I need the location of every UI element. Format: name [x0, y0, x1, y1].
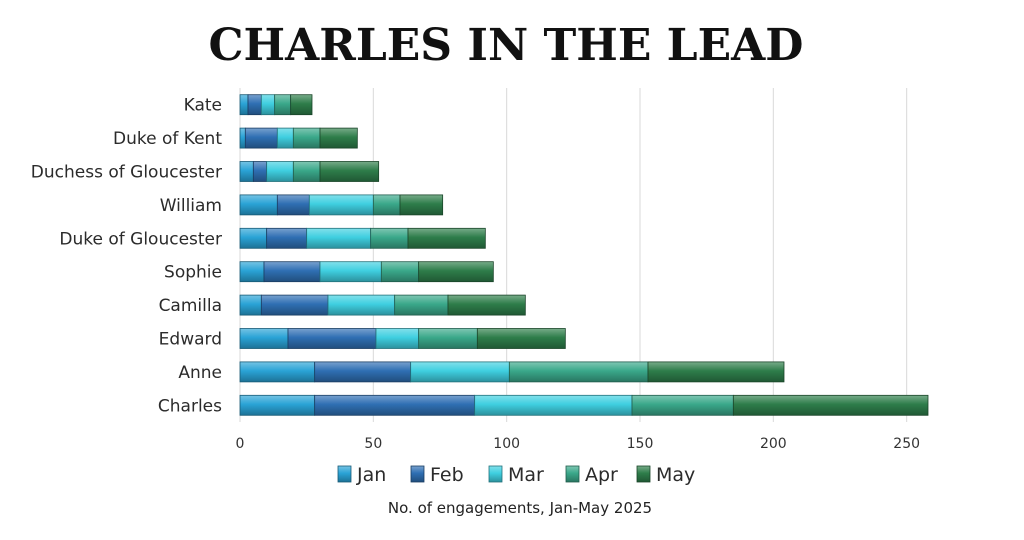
bar-segment — [418, 261, 494, 283]
bar-segment — [370, 227, 409, 249]
y-category-label: William — [160, 196, 222, 216]
bar-segment — [647, 361, 785, 383]
bar-segment — [319, 161, 380, 182]
bar-segment — [239, 261, 265, 283]
legend: Jan Feb Mar Apr May — [337, 464, 695, 486]
bar-segment — [314, 361, 412, 383]
bar-segment — [239, 94, 249, 116]
x-tick-label: 150 — [627, 436, 654, 452]
bar-segment — [375, 328, 420, 349]
bar-segment — [476, 328, 566, 349]
x-tick-label: 0 — [236, 436, 245, 452]
bar-segment — [239, 328, 289, 349]
bar-segment — [263, 261, 321, 283]
bar-segment — [474, 394, 633, 416]
y-category-label: Edward — [159, 330, 222, 350]
bar-segment — [239, 161, 254, 182]
bar-segment — [306, 227, 372, 249]
x-axis-label: No. of engagements, Jan-May 2025 — [388, 499, 652, 517]
bar-segment — [418, 328, 478, 349]
y-axis-categories: Charles Anne Edward Camilla Sophie Duke of Gl… — [31, 96, 223, 417]
bar-segment — [239, 361, 316, 383]
bar-segment — [308, 194, 374, 216]
y-category-label: Anne — [178, 363, 222, 383]
bar-segment — [407, 227, 486, 249]
legend-swatch — [488, 465, 503, 483]
bar-segment — [260, 294, 329, 316]
bar-segment — [287, 328, 377, 349]
bar-segment — [260, 94, 276, 116]
bar-segment — [239, 127, 246, 149]
bar-segment — [274, 94, 292, 116]
x-tick-label: 200 — [760, 436, 787, 452]
bar-segment — [244, 127, 278, 149]
bar-segment — [314, 394, 476, 416]
bar-segment — [239, 294, 262, 316]
legend-label: Mar — [508, 464, 544, 486]
bar-segment — [239, 194, 278, 216]
bar-segment — [508, 361, 649, 383]
legend-label: May — [656, 464, 695, 486]
bar-segment — [276, 194, 310, 216]
bar-segment — [239, 227, 268, 249]
bar-segment — [266, 227, 308, 249]
y-category-label: Charles — [158, 396, 222, 416]
bar-segment — [276, 127, 294, 149]
legend-label: Feb — [430, 464, 464, 486]
bar-segment — [319, 127, 358, 149]
legend-label: Jan — [356, 464, 386, 486]
x-tick-label: 100 — [493, 436, 520, 452]
y-category-label: Duke of Gloucester — [59, 229, 222, 249]
bar-segment — [410, 361, 510, 383]
legend-swatch — [410, 465, 425, 483]
bar-segment — [247, 94, 262, 116]
x-tick-label: 50 — [364, 436, 382, 452]
bar-segment — [319, 261, 382, 283]
x-axis-ticks: 0 50 100 150 200 250 — [236, 436, 920, 452]
x-tick-label: 250 — [893, 436, 920, 452]
bar-segment — [394, 294, 449, 316]
legend-swatch — [337, 465, 352, 483]
legend-label: Apr — [585, 464, 618, 486]
y-category-label: Sophie — [164, 263, 222, 283]
bar-segment — [292, 161, 321, 182]
legend-swatch — [565, 465, 580, 483]
y-category-label: Duchess of Gloucester — [31, 163, 222, 183]
bars — [239, 94, 929, 416]
y-category-label: Camilla — [159, 296, 222, 316]
bar-segment — [631, 394, 734, 416]
bar-segment — [239, 394, 316, 416]
bar-segment — [290, 94, 313, 116]
bar-segment — [447, 294, 526, 316]
bar-segment — [399, 194, 444, 216]
bar-segment — [252, 161, 268, 182]
y-category-label: Kate — [184, 96, 222, 116]
bar-segment — [327, 294, 396, 316]
bar-segment — [732, 394, 929, 416]
bar-segment — [266, 161, 294, 182]
bar-segment — [292, 127, 321, 149]
chart-title: CHARLES IN THE LEAD — [209, 20, 804, 71]
y-category-label: Duke of Kent — [113, 129, 222, 149]
bar-segment — [372, 194, 401, 216]
bar-segment — [380, 261, 420, 283]
legend-swatch — [636, 465, 651, 483]
